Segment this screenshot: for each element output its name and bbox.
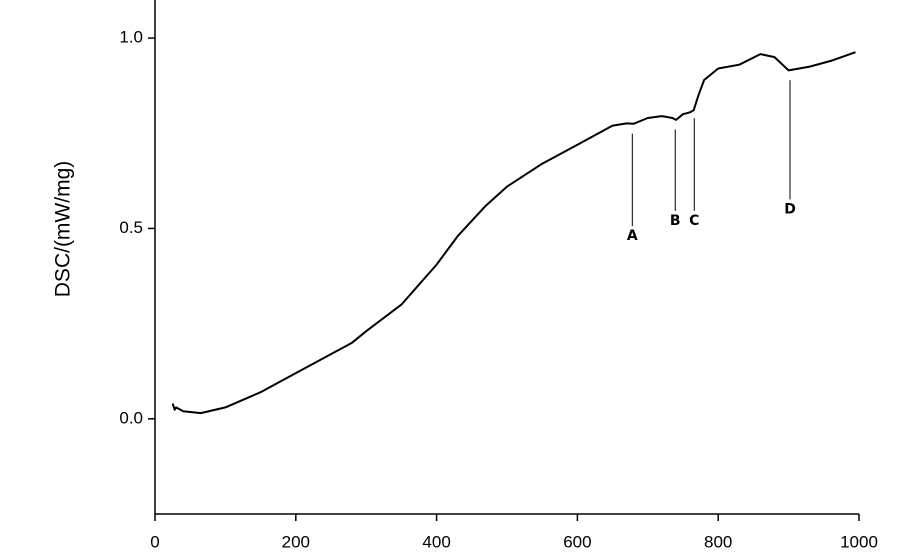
x-tick-label: 200 xyxy=(282,532,310,551)
annotation-label: A xyxy=(627,228,638,244)
y-tick-label: 0.5 xyxy=(119,218,143,237)
y-tick-label: 1.0 xyxy=(119,28,143,47)
data-line xyxy=(171,51,856,415)
annotation-label: D xyxy=(784,201,796,217)
annotation-label: B xyxy=(670,213,681,229)
annotation-label: C xyxy=(689,213,699,229)
x-tick-label: 600 xyxy=(563,532,591,551)
x-tick-label: 0 xyxy=(150,532,159,551)
x-tick-label: 400 xyxy=(422,532,450,551)
x-tick-label: 800 xyxy=(704,532,732,551)
y-axis-label: DSC/(mW/mg) xyxy=(52,161,75,297)
x-tick-label: 1000 xyxy=(840,532,878,551)
y-tick-label: 0.0 xyxy=(119,408,143,427)
